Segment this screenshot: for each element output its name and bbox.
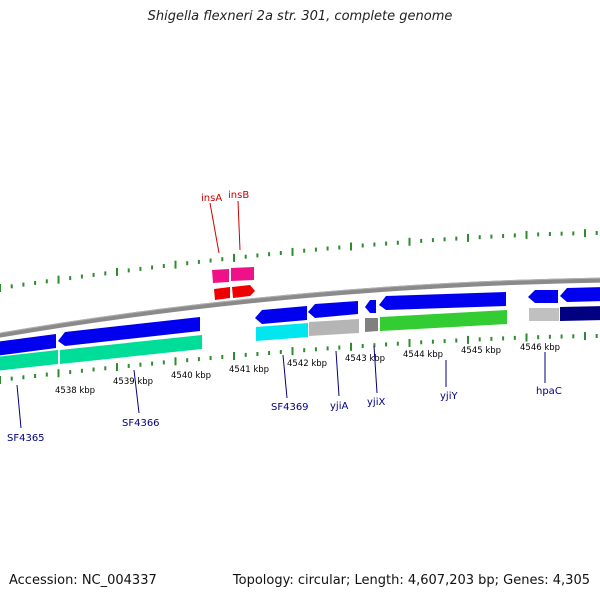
genome-backbone [0, 277, 600, 338]
accession-text: Accession: NC_004337 [9, 573, 157, 588]
outer-tick-ring [0, 229, 598, 292]
yjiA-leader [335, 350, 340, 397]
SF4365-leader [16, 384, 22, 429]
insB-leader [237, 200, 241, 251]
SF4369-gene-block[interactable] [256, 323, 308, 341]
insA-leader [209, 202, 220, 254]
forward-gene-labels: insA insB [201, 190, 249, 254]
SF4366-gene-block[interactable] [60, 335, 202, 364]
gene-label-hpaC[interactable]: hpaC [536, 386, 562, 397]
yjiX-leader [373, 345, 378, 394]
kbp-labels: 4538 kbp 4539 kbp 4540 kbp 4541 kbp 4542… [55, 343, 560, 396]
kbp-label: 4538 kbp [55, 386, 95, 396]
kbp-label: 4544 kbp [403, 350, 443, 360]
SF4369-cds-arrow[interactable] [255, 306, 307, 324]
gene-label-yjiA[interactable]: yjiA [330, 401, 348, 412]
next-cds-arrow[interactable] [560, 287, 600, 302]
gene-label-yjiY[interactable]: yjiY [440, 391, 458, 402]
gene-label-insA[interactable]: insA [201, 193, 222, 204]
genome-summary-text: Topology: circular; Length: 4,607,203 bp… [232, 573, 590, 588]
hpaC-cds-arrow[interactable] [528, 290, 558, 303]
yjiX-gene-block[interactable] [365, 318, 378, 332]
gene-label-insB[interactable]: insB [228, 190, 249, 201]
inner-tick-ring [0, 332, 598, 384]
reverse-cds-row [0, 287, 600, 356]
hpaC-gene-block[interactable] [529, 308, 559, 321]
yjiY-cds-arrow[interactable] [379, 292, 506, 310]
SF4369-leader [282, 354, 288, 399]
map-title: Shigella flexneri 2a str. 301, complete … [147, 9, 453, 24]
gene-label-yjiX[interactable]: yjiX [367, 397, 385, 408]
SF4365-gene-block[interactable] [0, 350, 58, 371]
kbp-label: 4539 kbp [113, 377, 153, 387]
next-gene-block[interactable] [560, 306, 600, 321]
kbp-label: 4540 kbp [171, 371, 211, 381]
kbp-label: 4545 kbp [461, 346, 501, 356]
insB-cds-arrow[interactable] [232, 285, 255, 298]
reverse-gene-labels: SF4365 SF4366 SF4369 yjiA yjiX yjiY hpaC [7, 345, 562, 444]
insA-cds-arrow[interactable] [214, 287, 230, 300]
SF4366-leader [133, 369, 140, 414]
yjiX-cds-arrow[interactable] [365, 300, 376, 313]
forward-features [212, 267, 255, 300]
kbp-label: 4542 kbp [287, 359, 327, 369]
yjiY-gene-block[interactable] [380, 310, 507, 331]
gene-label-SF4366[interactable]: SF4366 [122, 418, 160, 429]
yjiA-gene-block[interactable] [309, 319, 359, 336]
kbp-label: 4543 kbp [345, 354, 385, 364]
insB-gene-arrow[interactable] [231, 267, 254, 281]
SF4366-cds-arrow[interactable] [58, 317, 200, 346]
gene-label-SF4365[interactable]: SF4365 [7, 433, 45, 444]
yjiA-cds-arrow[interactable] [308, 301, 358, 318]
gene-label-SF4369[interactable]: SF4369 [271, 402, 309, 413]
kbp-label: 4541 kbp [229, 365, 269, 375]
insA-gene-arrow[interactable] [212, 269, 229, 283]
reverse-gene-row [0, 306, 600, 371]
SF4365-cds-arrow[interactable] [0, 334, 56, 356]
kbp-label: 4546 kbp [520, 343, 560, 353]
